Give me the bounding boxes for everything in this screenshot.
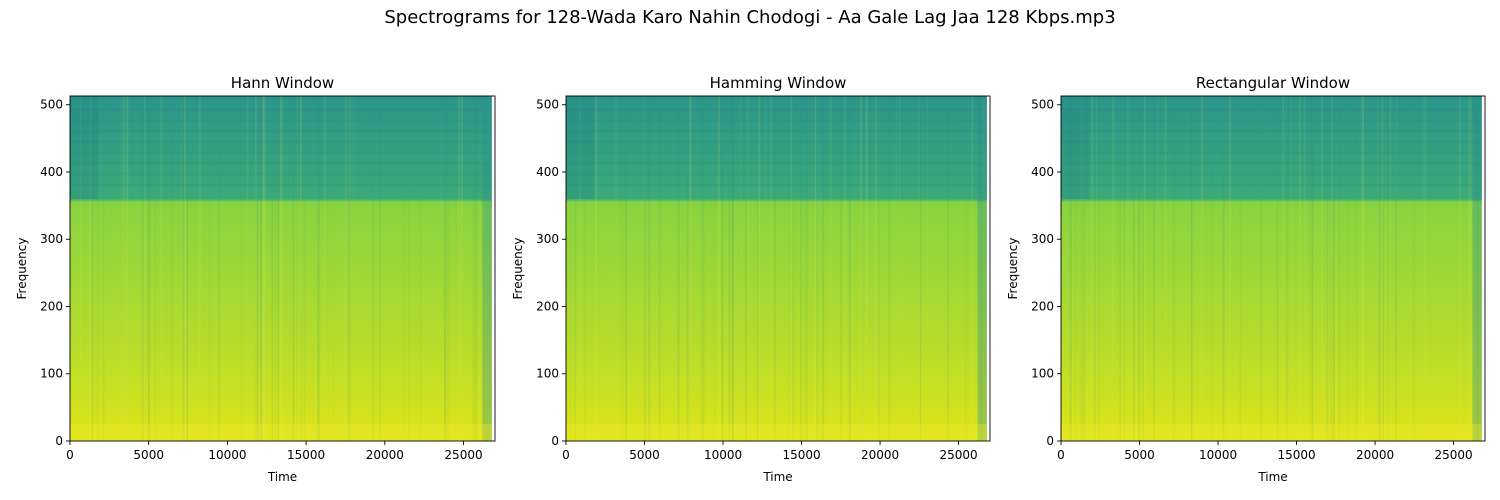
x-tick-label: 20000 (1356, 448, 1394, 462)
y-axis-label: Frequency (511, 238, 525, 300)
subplot-title: Hamming Window (710, 74, 847, 92)
x-axis-label: Time (762, 470, 792, 484)
y-tick-label: 200 (1031, 299, 1054, 313)
y-tick-label: 100 (1031, 367, 1054, 381)
x-tick-label: 0 (562, 448, 570, 462)
x-tick-label: 0 (66, 448, 74, 462)
spectrogram-image (1061, 96, 1482, 441)
subplot-title: Rectangular Window (1196, 74, 1350, 92)
x-tick-label: 25000 (1434, 448, 1472, 462)
x-tick-label: 15000 (782, 448, 820, 462)
y-tick-label: 200 (536, 299, 559, 313)
x-axis-label: Time (1257, 470, 1287, 484)
y-axis-label: Frequency (1006, 238, 1020, 300)
y-tick-label: 400 (1031, 165, 1054, 179)
subplot-hamming: 0 5000 10000 15000 20000 25000 0 100 200 300 400 50… (511, 74, 991, 484)
x-tick-label: 10000 (208, 448, 246, 462)
x-tick-label: 15000 (1277, 448, 1315, 462)
subplot-title: Hann Window (231, 74, 334, 92)
spectrogram-texture (70, 96, 492, 441)
y-tick-label: 0 (551, 434, 559, 448)
x-tick-label: 20000 (861, 448, 899, 462)
x-tick-label: 25000 (939, 448, 977, 462)
x-tick-label: 25000 (444, 448, 482, 462)
x-axis-label: Time (267, 470, 297, 484)
x-tick-label: 10000 (1199, 448, 1237, 462)
spectrogram-image (566, 96, 987, 441)
y-tick-label: 100 (536, 367, 559, 381)
y-tick-label: 0 (1046, 434, 1054, 448)
y-axis-label: Frequency (15, 238, 29, 300)
y-tick-label: 300 (40, 232, 63, 246)
y-tick-label: 400 (536, 165, 559, 179)
y-tick-label: 500 (1031, 98, 1054, 112)
y-tick-label: 300 (1031, 232, 1054, 246)
x-tick-label: 5000 (1124, 448, 1155, 462)
y-tick-label: 100 (40, 367, 63, 381)
subplot-rectangular: 0 5000 10000 15000 20000 25000 0 100 200 300 400 50… (1006, 74, 1486, 484)
spectrogram-texture (566, 96, 987, 441)
axes-frame (69, 95, 496, 442)
y-tick-label: 0 (55, 434, 63, 448)
y-tick-label: 400 (40, 165, 63, 179)
figure-title: Spectrograms for 128-Wada Karo Nahin Cho… (384, 7, 1116, 28)
x-tick-label: 0 (1057, 448, 1065, 462)
x-tick-label: 15000 (287, 448, 325, 462)
x-tick-label: 20000 (366, 448, 404, 462)
spectrogram-texture (1061, 96, 1482, 441)
y-tick-label: 500 (536, 98, 559, 112)
x-tick-label: 10000 (704, 448, 742, 462)
x-tick-label: 5000 (629, 448, 660, 462)
axes-frame (565, 95, 991, 442)
subplot-hann: 0 5000 10000 15000 20000 25000 0 100 200 300 400 50… (15, 74, 496, 484)
x-tick-label: 5000 (133, 448, 164, 462)
axes-frame (1060, 95, 1486, 442)
y-tick-label: 500 (40, 98, 63, 112)
y-tick-label: 300 (536, 232, 559, 246)
spectrogram-image (70, 96, 492, 441)
y-tick-label: 200 (40, 299, 63, 313)
